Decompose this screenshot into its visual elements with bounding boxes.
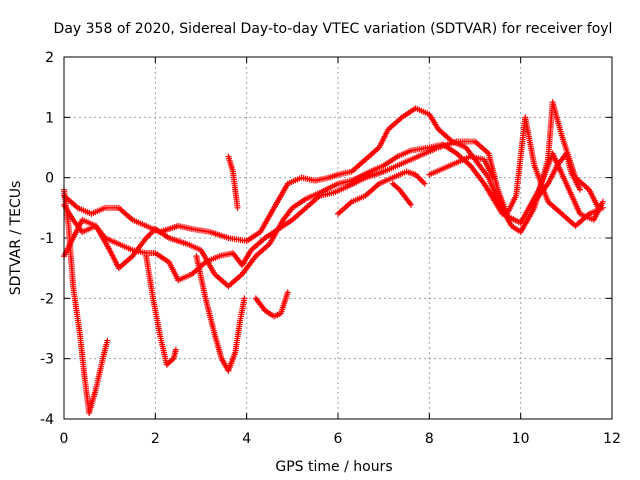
series-track-3 [61,114,606,284]
y-tick-label: -1 [40,231,54,247]
series-track-5 [143,253,179,368]
series-track-10 [389,180,415,208]
x-tick-label: 12 [603,431,621,447]
y-tick-label: 1 [45,110,54,126]
x-tick-label: 10 [512,431,530,447]
x-tick-label: 8 [425,431,434,447]
y-tick-label: 0 [45,171,54,187]
series-markers [225,153,241,211]
series-markers [193,253,248,374]
y-tick-label: -3 [40,352,54,368]
series-track-11 [426,153,497,181]
series-markers [335,168,428,217]
chart-title: Day 358 of 2020, Sidereal Day-to-day VTE… [54,21,613,37]
x-tick-label: 4 [242,431,251,447]
series-track-8 [252,289,291,320]
series-markers [61,114,606,284]
x-tick-label: 0 [60,431,69,447]
series-track-6 [193,253,248,374]
x-tick-label: 2 [151,431,160,447]
y-tick-label: -2 [40,291,54,307]
series-markers [252,289,291,320]
series-markers [526,150,584,211]
y-axis-label: SDTVAR / TECUs [8,181,24,296]
y-tick-label: 2 [45,50,54,66]
series-track-12 [526,150,584,211]
series-track-7 [225,153,241,211]
series-markers [426,153,497,181]
x-axis-ticks: 0 2 4 6 8 10 12 [60,57,621,447]
series-markers [389,180,415,208]
y-tick-label: -4 [40,412,54,428]
series-track-9 [335,168,428,217]
plot-frame [63,56,613,420]
data-series [61,99,606,416]
x-tick-label: 6 [334,431,343,447]
x-axis-label: GPS time / hours [275,459,392,475]
series-markers [143,253,179,368]
